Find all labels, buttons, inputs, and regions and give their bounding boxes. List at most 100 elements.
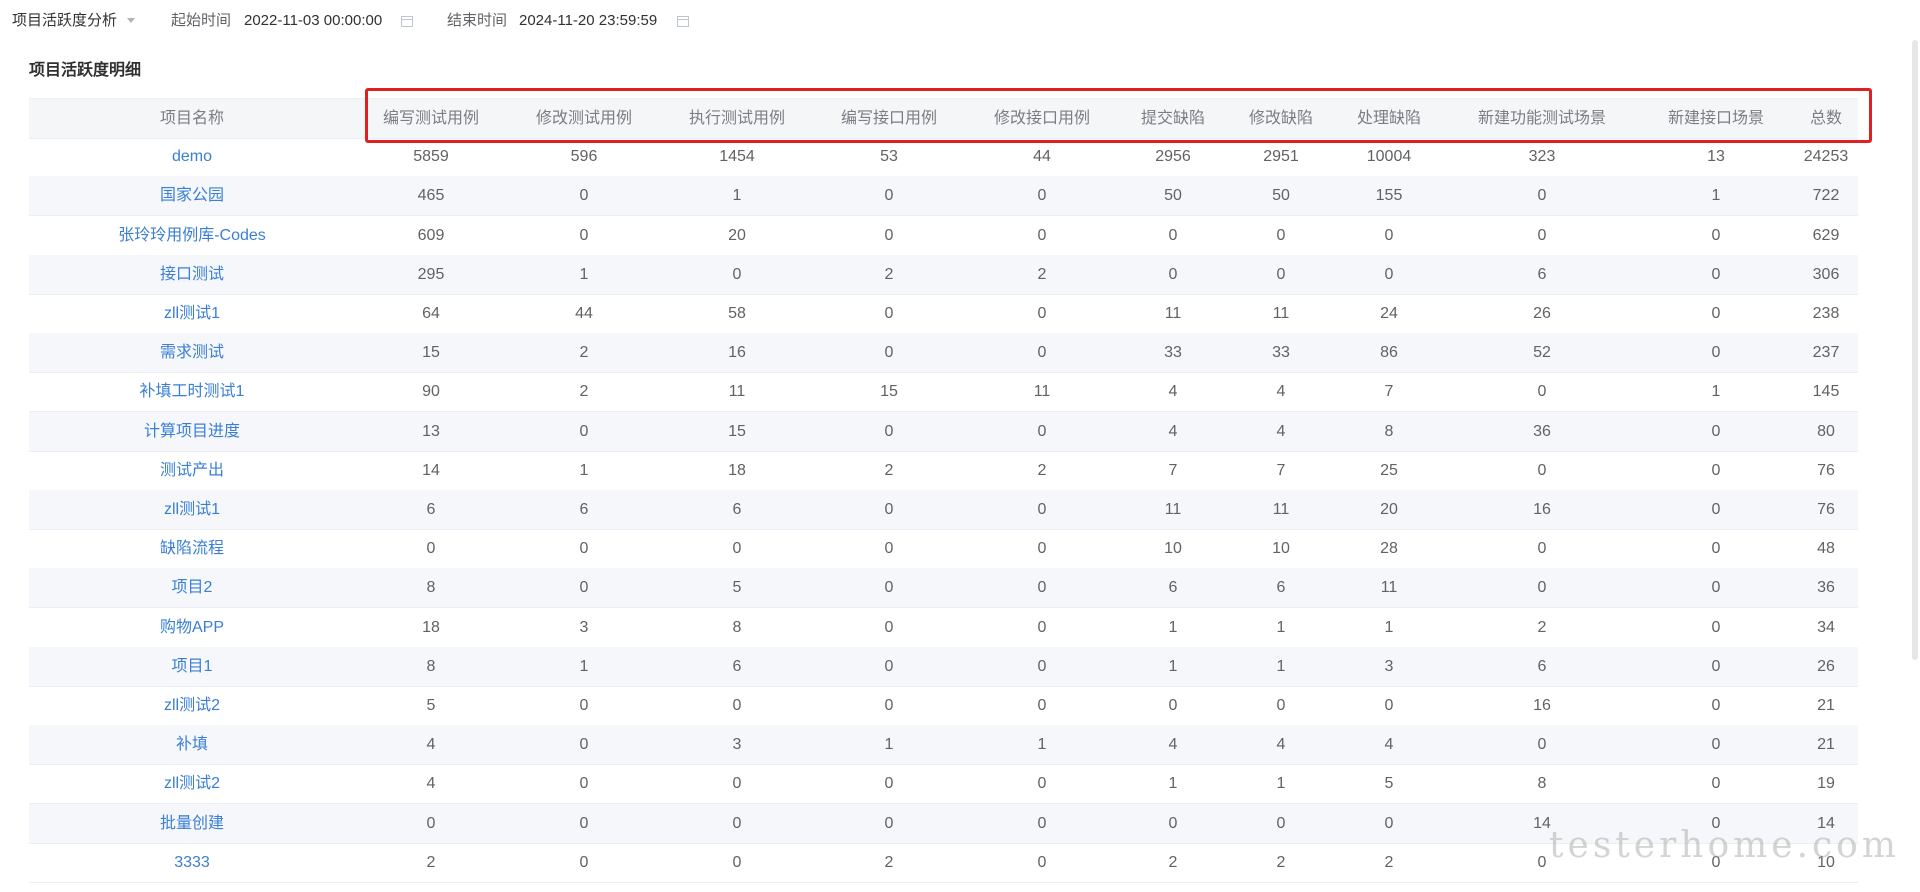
section-title: 项目活跃度明细 [29,62,142,79]
count-cell: 16 [1533,501,1551,518]
count-cell: 306 [1812,265,1840,283]
project-link[interactable]: 补填 [175,736,209,754]
calendar-icon[interactable] [400,14,414,28]
count-cell: 0 [1711,579,1721,597]
header-row: 项目名称 编写测试用例 修改测试用例 执行测试用例 编写接口用例 修改接口用例 提交缺陷 修改… [29,98,1858,139]
count-cell: 11 [1164,305,1182,322]
count-cell: 11 [1380,579,1398,597]
project-link[interactable]: zll测试2 [163,697,221,714]
count-cell: 323 [1528,148,1556,166]
count-cell: 0 [1537,461,1547,479]
count-cell: 0 [884,657,894,675]
count-cell: 20 [1380,501,1398,518]
table-row: 需求测试 15 2 16 0 0 33 33 86 52 0 237 [29,333,1858,374]
column-header: 修改缺陷 [1248,110,1314,127]
column-header: 总数 [1809,110,1843,127]
project-link[interactable]: zll测试2 [163,775,221,793]
count-cell: 0 [1711,697,1721,714]
count-cell: 0 [884,344,894,362]
project-link[interactable]: 测试产出 [159,461,225,479]
project-link[interactable]: 国家公园 [159,187,225,205]
count-cell: 0 [732,775,742,793]
count-cell: 2 [426,853,436,871]
count-cell: 237 [1812,344,1840,362]
project-link[interactable]: zll测试1 [163,501,221,518]
count-cell: 0 [579,422,589,440]
count-cell: 1 [1168,618,1178,636]
count-cell: 0 [884,814,894,832]
calendar-icon[interactable] [676,14,690,28]
count-cell: 44 [1033,148,1051,166]
count-cell: 238 [1812,305,1840,322]
count-cell: 0 [1537,226,1547,244]
project-link[interactable]: 项目2 [171,579,213,597]
count-cell: 722 [1812,187,1840,205]
count-cell: 0 [732,814,742,832]
count-cell: 3 [579,618,589,636]
count-cell: 4 [426,775,436,793]
table-row: 批量创建 0 0 0 0 0 0 0 0 14 0 14 [29,803,1858,844]
count-cell: 86 [1380,344,1398,362]
count-cell: 6 [1168,579,1178,597]
start-date[interactable]: 2022-11-03 00:00:00 [244,12,383,29]
count-cell: 0 [1168,226,1178,244]
count-cell: 6 [732,657,742,675]
project-link[interactable]: demo [171,148,213,166]
project-link[interactable]: 计算项目进度 [143,422,241,440]
count-cell: 58 [728,305,746,322]
count-cell: 0 [1037,344,1047,362]
count-cell: 2 [1276,853,1286,871]
scrollbar[interactable] [1912,40,1918,660]
count-cell: 53 [880,148,898,166]
column-header: 编写接口用例 [840,110,938,127]
project-link[interactable]: 3333 [174,853,210,871]
count-cell: 0 [1384,265,1394,283]
end-date[interactable]: 2024-11-20 23:59:59 [519,12,658,29]
count-cell: 596 [570,148,598,166]
count-cell: 0 [1037,775,1047,793]
project-link[interactable]: zll测试1 [163,305,221,322]
count-cell: 10 [1817,853,1835,871]
count-cell: 26 [1817,657,1835,675]
count-cell: 1 [1384,618,1394,636]
count-cell: 14 [1817,814,1835,832]
count-cell: 0 [1711,265,1721,283]
count-cell: 0 [1384,814,1394,832]
table-row: 张玲玲用例库-Codes 609 0 20 0 0 0 0 0 0 0 629 [29,216,1858,256]
table-row: 计算项目进度 13 0 15 0 0 4 4 8 36 0 80 [29,411,1858,452]
count-cell: 0 [1711,736,1721,754]
count-cell: 1454 [719,148,755,166]
count-cell: 0 [884,697,894,714]
count-cell: 0 [1537,736,1547,754]
project-link[interactable]: 张玲玲用例库-Codes [118,226,266,244]
table-row: zll测试2 4 0 0 0 0 1 1 5 8 0 19 [29,764,1858,805]
count-cell: 18 [728,461,746,479]
count-cell: 44 [575,305,593,322]
project-link[interactable]: 批量创建 [159,814,225,832]
project-link[interactable]: 需求测试 [159,344,225,362]
project-link[interactable]: 补填工时测试1 [139,383,245,401]
count-cell: 0 [1537,540,1547,558]
count-cell: 2956 [1155,148,1191,166]
count-cell: 629 [1812,226,1840,244]
count-cell: 2 [1537,618,1547,636]
project-link[interactable]: 购物APP [159,618,225,636]
count-cell: 0 [1537,579,1547,597]
count-cell: 4 [1168,736,1178,754]
count-cell: 2 [1037,461,1047,479]
count-cell: 0 [1711,853,1721,871]
count-cell: 6 [426,501,436,518]
count-cell: 1 [1711,187,1721,205]
count-cell: 0 [1711,618,1721,636]
project-link[interactable]: 项目1 [171,657,213,675]
count-cell: 0 [1711,775,1721,793]
highlight-box [365,88,1872,143]
project-link[interactable]: 缺陷流程 [159,540,225,558]
report-selector[interactable]: 项目活跃度分析 [12,12,118,29]
project-link[interactable]: 接口测试 [159,265,225,283]
count-cell: 1 [732,187,742,205]
count-cell: 4 [1168,422,1178,440]
count-cell: 19 [1817,775,1835,793]
count-cell: 1 [579,265,589,283]
count-cell: 1 [1276,657,1286,675]
